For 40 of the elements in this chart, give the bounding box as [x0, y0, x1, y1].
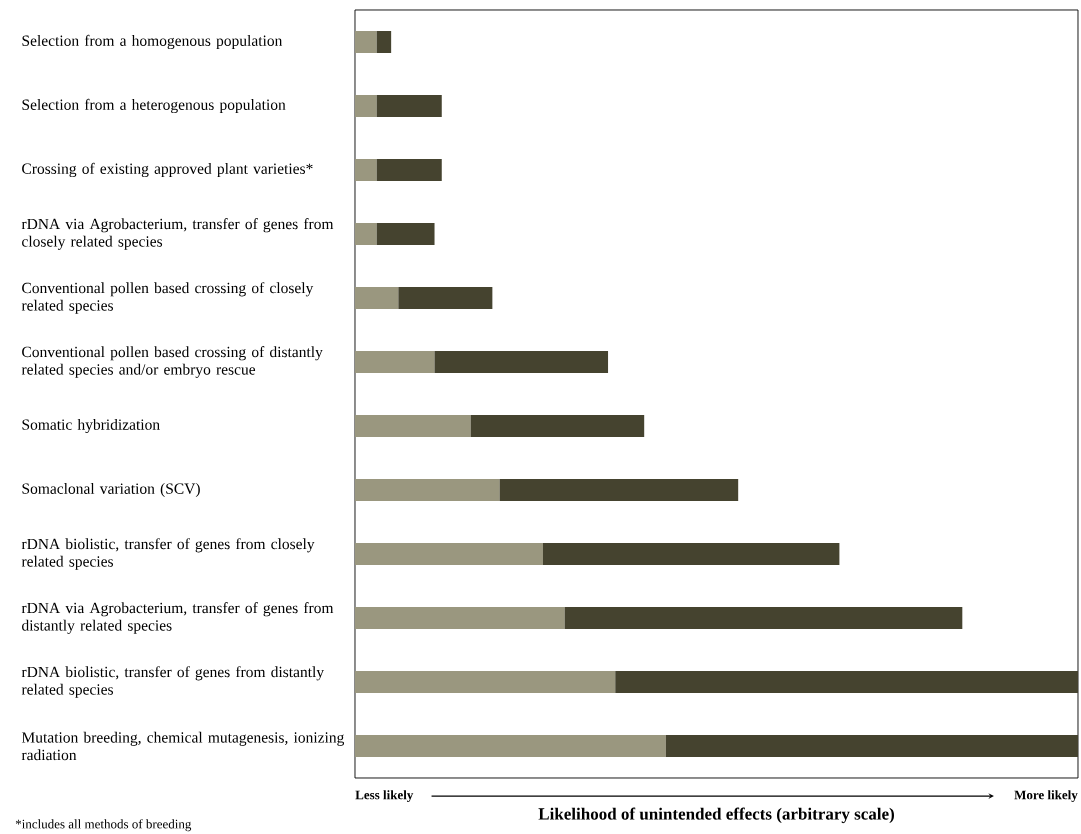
y-tick-label: rDNA biolistic, transfer of genes from closely related species	[21, 538, 315, 570]
y-tick-label: rDNA via Agrobacterium, transfer of genes from distantly related species	[21, 602, 334, 634]
text: More likely	[1014, 790, 1078, 803]
text: *includes all methods of breeding	[15, 819, 192, 832]
bar	[355, 543, 543, 565]
y-tick-label: Conventional pollen based crossing of distantly related species and/or embryo rescue	[21, 346, 323, 378]
bar	[355, 607, 565, 629]
bar	[355, 351, 435, 373]
bar	[665, 735, 1078, 757]
bar	[355, 479, 500, 501]
bar	[355, 159, 377, 181]
bar	[355, 223, 377, 245]
x-axis-title: Likelihood of unintended effects (arbitrary scale)	[538, 807, 894, 824]
bar	[376, 223, 435, 245]
bar	[434, 351, 609, 373]
bar	[398, 287, 493, 309]
y-tick-label: Mutation breeding, chemical mutagenesis, ionizing radiation	[21, 731, 345, 761]
bar	[542, 543, 840, 565]
y-tick-label: Somaclonal variation (SCV)	[22, 482, 200, 498]
bar	[355, 31, 377, 53]
bar	[355, 671, 616, 693]
y-tick-label: Somatic hybridization	[22, 418, 160, 434]
bar	[355, 415, 471, 437]
y-tick-label: rDNA biolistic, transfer of genes from distantly related species	[21, 666, 325, 698]
bar	[355, 95, 377, 117]
text: Less likely	[355, 790, 414, 803]
bar	[470, 415, 645, 437]
y-tick-label: Selection from a homogenous population	[22, 34, 283, 50]
y-tick-label: Conventional pollen based crossing of closely related species	[21, 282, 314, 314]
bar	[355, 735, 666, 757]
bar	[376, 159, 442, 181]
y-tick-label: rDNA via Agrobacterium, transfer of genes from closely related species	[21, 218, 334, 250]
y-tick-label: Selection from a heterogenous population	[22, 98, 286, 114]
bar	[355, 287, 399, 309]
bar	[499, 479, 739, 501]
bar	[376, 31, 392, 53]
bar	[376, 95, 442, 117]
y-tick-label: Crossing of existing approved plant varieties*	[22, 162, 313, 178]
bar	[615, 671, 1078, 693]
bar	[564, 607, 963, 629]
